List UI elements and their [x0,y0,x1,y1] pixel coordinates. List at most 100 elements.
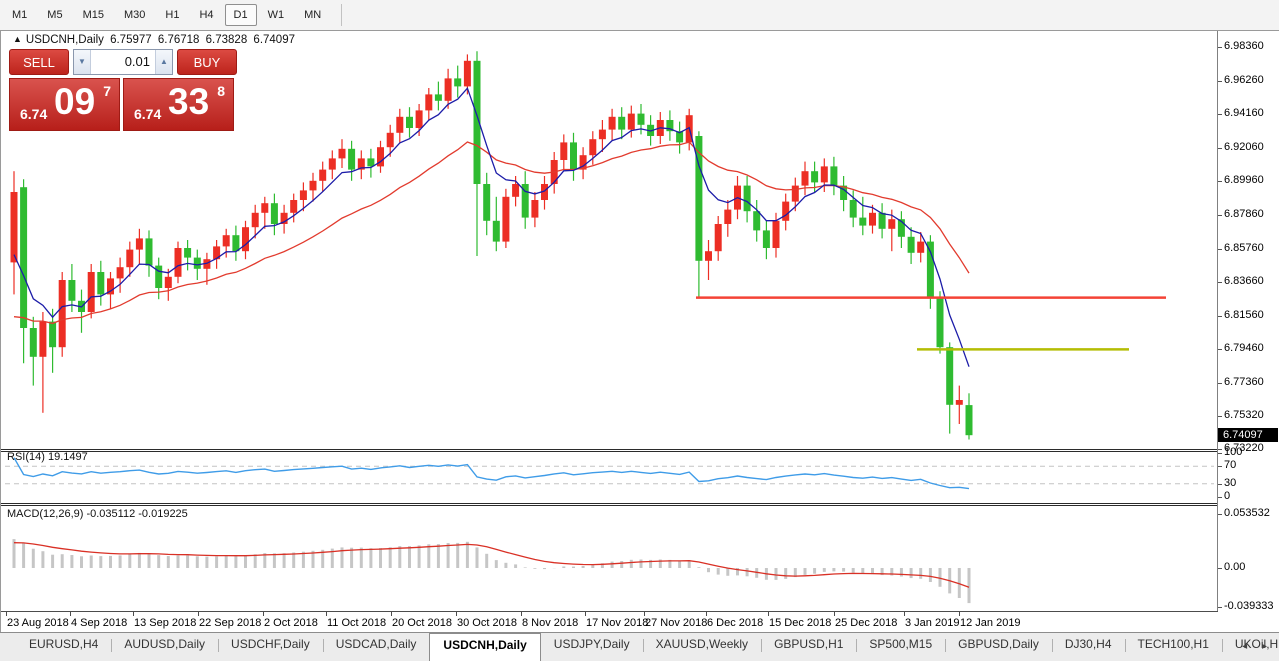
tab-audusd-daily[interactable]: AUDUSD,Daily [111,633,219,657]
candle-body [328,158,336,170]
candle-body [242,227,249,252]
buy-price-sup: 8 [217,83,225,99]
volume-input[interactable]: 0.01 [124,54,150,69]
price-axis-label: 6.96260 [1218,73,1264,86]
date-tick [456,612,457,616]
date-tick-label: 11 Oct 2018 [327,617,387,629]
candle-body [483,184,491,221]
tab-eurusd-h4[interactable]: EURUSD,H4 [16,633,113,657]
candle-body [811,171,819,183]
volume-decrease-button[interactable]: ▼ [74,50,91,74]
candle-body [193,257,201,269]
date-tick-label: 4 Sep 2018 [71,617,128,629]
timeframe-button-m1[interactable]: M1 [12,9,28,21]
tab-dj30-h4[interactable]: DJ30,H4 [1052,633,1126,657]
candle-body [473,60,481,184]
buy-price-box[interactable]: 6.74 33 8 [123,78,234,131]
candle-body [791,185,799,202]
price-axis-label: 6.81560 [1218,308,1264,321]
candle-body [502,196,510,242]
tab-tech100-h1[interactable]: TECH100,H1 [1125,633,1224,657]
candle-body [377,147,384,167]
date-tick [263,612,264,616]
candle-body [406,116,413,128]
timeframe-button-h4[interactable]: H4 [199,9,214,21]
date-tick-label: 27 Nov 2018 [645,617,708,629]
candle-body [10,192,18,263]
tab-gbpusd-daily[interactable]: GBPUSD,Daily [945,633,1053,657]
candle-body [396,116,404,133]
tab-usdchf-daily[interactable]: USDCHF,Daily [218,633,324,657]
timeframe-button-d1[interactable]: D1 [224,4,257,26]
candle-body [705,251,712,261]
candle-body [97,272,105,295]
buy-price-big: 33 [168,81,210,122]
tab-ukoil-h1[interactable]: UKOil,H1 [1222,633,1279,657]
timeframe-button-h1[interactable]: H1 [165,9,180,21]
candle-body [290,200,298,213]
tab-usdjpy-daily[interactable]: USDJPY,Daily [541,633,644,657]
candle-body [415,110,423,128]
candle-body [849,200,857,218]
quote-close: 6.74097 [253,34,295,46]
candle-body [820,166,828,183]
timeframe-button-m30[interactable]: M30 [123,9,146,21]
tab-usdcnh-daily[interactable]: USDCNH,Daily [429,633,541,661]
date-tick [391,612,392,616]
date-axis: 23 Aug 2018 4 Sep 2018 13 Sep 2018 22 Sep 2… [1,611,1218,633]
macd-signal-line [13,542,970,588]
buy-button[interactable]: BUY [177,49,237,75]
candle-body [598,129,606,140]
timeframe-button-mn[interactable]: MN [304,9,322,21]
tab-xauusd-weekly[interactable]: XAUUSD,Weekly [643,633,763,657]
volume-increase-button[interactable]: ▲ [155,50,172,74]
candle-body [222,235,230,247]
macd-scale-label: 0.00 [1217,561,1246,573]
tab-scroll-arrows[interactable]: ◂ ▸ [1242,641,1273,652]
tab-sp500-m15[interactable]: SP500,M15 [856,633,946,657]
timeframe-button-m5[interactable]: M5 [47,9,63,21]
timeframe-button-w1[interactable]: W1 [267,9,285,21]
candle-body [531,200,539,218]
price-axis-label: 6.87860 [1218,208,1264,220]
candle-body [695,136,703,261]
candle-body [367,158,375,167]
date-tick-label: 8 Nov 2018 [522,617,579,629]
quote-low: 6.73828 [205,34,248,46]
candle-body [309,180,317,191]
date-tick-label: 6 Dec 2018 [707,617,764,629]
price-axis-label: 6.89960 [1218,174,1264,187]
price-axis: 6.98360 6.96260 6.94160 6.92060 6.89960 6.878… [1217,31,1279,633]
price-chart-canvas[interactable] [1,31,1218,611]
candle-body [58,280,66,348]
candle-body [926,241,934,298]
date-tick [326,612,327,616]
candle-body [425,94,433,111]
candle-body [184,248,192,258]
candle-body [29,328,37,357]
rsi-scale-label: 30 [1217,476,1237,489]
date-tick-label: 17 Nov 2018 [586,617,649,629]
date-tick-label: 20 Oct 2018 [392,617,452,629]
symbol-arrow-icon: ▲ [13,34,22,44]
date-tick [6,612,7,616]
candle-body [299,190,307,200]
quote-header: ▲ USDCNH,Daily 6.75977 6.76718 6.73828 6.… [13,34,298,46]
sell-button[interactable]: SELL [9,49,69,75]
candle-body [955,400,963,405]
ma-fast-line [13,86,970,367]
candle-body [270,203,278,224]
price-axis-label: 6.94160 [1218,107,1264,120]
date-tick-label: 3 Jan 2019 [905,617,960,629]
date-tick [70,612,71,616]
tab-usdcad-daily[interactable]: USDCAD,Daily [323,633,431,657]
candle-body [859,217,867,226]
tab-gbpusd-h1[interactable]: GBPUSD,H1 [761,633,858,657]
timeframe-button-m15[interactable]: M15 [82,9,104,21]
sell-price-box[interactable]: 6.74 09 7 [9,78,120,131]
sell-price-big: 09 [54,81,96,122]
chart-window: ▲ USDCNH,Daily 6.75977 6.76718 6.73828 6.… [0,30,1279,633]
candle-body [164,276,172,288]
candle-body [840,185,848,200]
ma-slow-line [13,141,970,325]
